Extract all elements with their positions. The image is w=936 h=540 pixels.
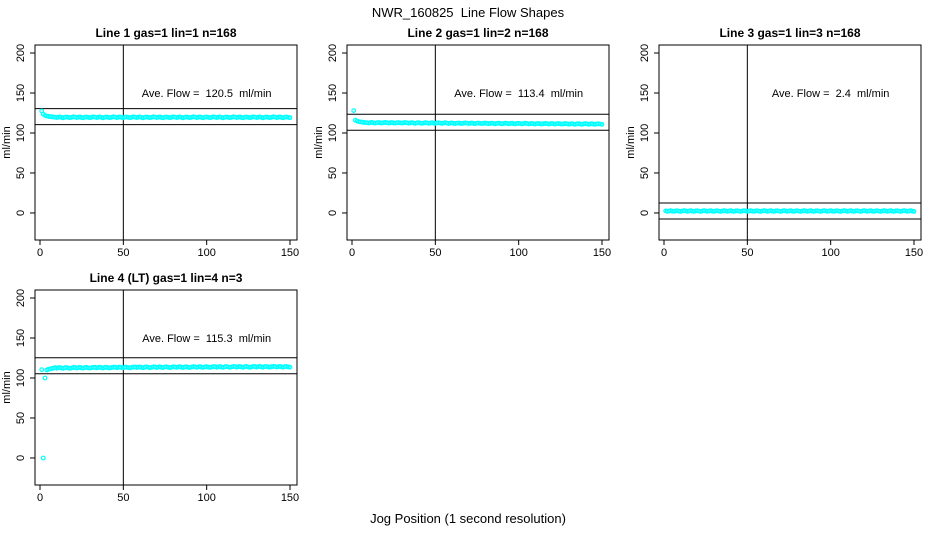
y-tick-label: 100 xyxy=(15,124,27,142)
y-tick-label: 50 xyxy=(327,167,339,179)
y-tick-label: 0 xyxy=(639,210,651,216)
x-tick-label: 100 xyxy=(197,247,215,259)
x-tick-label: 50 xyxy=(117,492,129,504)
figure-xlabel: Jog Position (1 second resolution) xyxy=(370,511,566,526)
x-tick-label: 100 xyxy=(197,492,215,504)
plot-frame xyxy=(34,44,298,241)
y-tick-label: 150 xyxy=(15,84,27,102)
y-tick-label: 200 xyxy=(639,44,651,62)
ave-flow-annotation: Ave. Flow = 115.3 ml/min xyxy=(142,333,271,345)
x-tick-label: 0 xyxy=(37,247,43,259)
data-point xyxy=(42,375,48,381)
y-tick-label: 50 xyxy=(639,167,651,179)
y-tick-label: 150 xyxy=(639,84,651,102)
y-tick-label: 150 xyxy=(15,329,27,347)
data-points xyxy=(663,208,917,214)
x-tick-label: 150 xyxy=(905,247,923,259)
y-tick-label: 100 xyxy=(639,124,651,142)
subplot-line-1-svg: Line 1 gas=1 lin=1 n=168 0 50 100 150 0 50 100 1… xyxy=(1,26,299,259)
y-tick-label: 150 xyxy=(327,84,339,102)
subplot-line-3: Line 3 gas=1 lin=3 n=168 0 50 100 150 0 50 100 1… xyxy=(624,25,936,270)
figure-title: NWR_160825 Line Flow Shapes xyxy=(371,5,565,20)
ave-flow-annotation: Ave. Flow = 113.4 ml/min xyxy=(454,88,583,100)
subplot-line-4: Line 4 (LT) gas=1 lin=4 n=3 0 50 100 150 0 50 1… xyxy=(0,270,312,515)
subplot-line-4-svg: Line 4 (LT) gas=1 lin=4 n=3 0 50 100 150 0 50 1… xyxy=(1,271,299,504)
x-tick-label: 150 xyxy=(593,247,611,259)
subplot-line-2-svg: Line 2 gas=1 lin=2 n=168 0 50 100 150 0 50 100 1… xyxy=(313,26,611,259)
y-tick-label: 50 xyxy=(15,412,27,424)
y-tick-label: 100 xyxy=(327,124,339,142)
y-tick-label: 0 xyxy=(15,210,27,216)
x-tick-label: 50 xyxy=(429,247,441,259)
data-points xyxy=(39,108,293,121)
x-tick-label: 0 xyxy=(37,492,43,504)
ave-flow-annotation: Ave. Flow = 2.4 ml/min xyxy=(772,88,889,100)
data-point xyxy=(40,455,46,461)
subplot-title: Line 1 gas=1 lin=1 n=168 xyxy=(95,26,236,40)
x-tick-label: 0 xyxy=(349,247,355,259)
y-tick-label: 50 xyxy=(15,167,27,179)
x-tick-label: 100 xyxy=(821,247,839,259)
plot-frame xyxy=(346,44,610,241)
y-tick-label: 200 xyxy=(327,44,339,62)
x-tick-label: 150 xyxy=(281,247,299,259)
data-point xyxy=(39,367,45,372)
data-point xyxy=(911,208,917,214)
x-tick-label: 150 xyxy=(281,492,299,504)
y-tick-label: 200 xyxy=(15,289,27,307)
data-point xyxy=(287,364,293,370)
y-axis-label: ml/min xyxy=(1,371,13,403)
x-tick-label: 50 xyxy=(741,247,753,259)
subplot-line-1: Line 1 gas=1 lin=1 n=168 0 50 100 150 0 50 100 1… xyxy=(0,25,312,270)
ave-flow-annotation: Ave. Flow = 120.5 ml/min xyxy=(142,88,272,100)
data-point xyxy=(287,115,293,121)
plot-frame xyxy=(34,289,298,486)
data-points xyxy=(39,363,293,461)
y-axis-label: ml/min xyxy=(313,126,325,158)
subplot-line-2: Line 2 gas=1 lin=2 n=168 0 50 100 150 0 50 100 1… xyxy=(312,25,624,270)
y-axis-label: ml/min xyxy=(625,126,637,158)
subplot-title: Line 3 gas=1 lin=3 n=168 xyxy=(719,26,860,40)
subplot-title: Line 4 (LT) gas=1 lin=4 n=3 xyxy=(90,271,243,285)
plot-frame xyxy=(658,44,922,241)
data-points xyxy=(351,108,605,127)
subplot-line-3-svg: Line 3 gas=1 lin=3 n=168 0 50 100 150 0 50 100 1… xyxy=(625,26,923,259)
data-point xyxy=(351,108,357,113)
data-point xyxy=(599,121,605,127)
y-tick-label: 0 xyxy=(327,210,339,216)
x-tick-label: 50 xyxy=(117,247,129,259)
x-tick-label: 0 xyxy=(661,247,667,259)
y-tick-label: 0 xyxy=(15,455,27,461)
y-tick-label: 200 xyxy=(15,44,27,62)
y-axis-label: ml/min xyxy=(1,126,13,158)
y-tick-label: 100 xyxy=(15,369,27,387)
x-tick-label: 100 xyxy=(509,247,527,259)
subplot-title: Line 2 gas=1 lin=2 n=168 xyxy=(407,26,548,40)
